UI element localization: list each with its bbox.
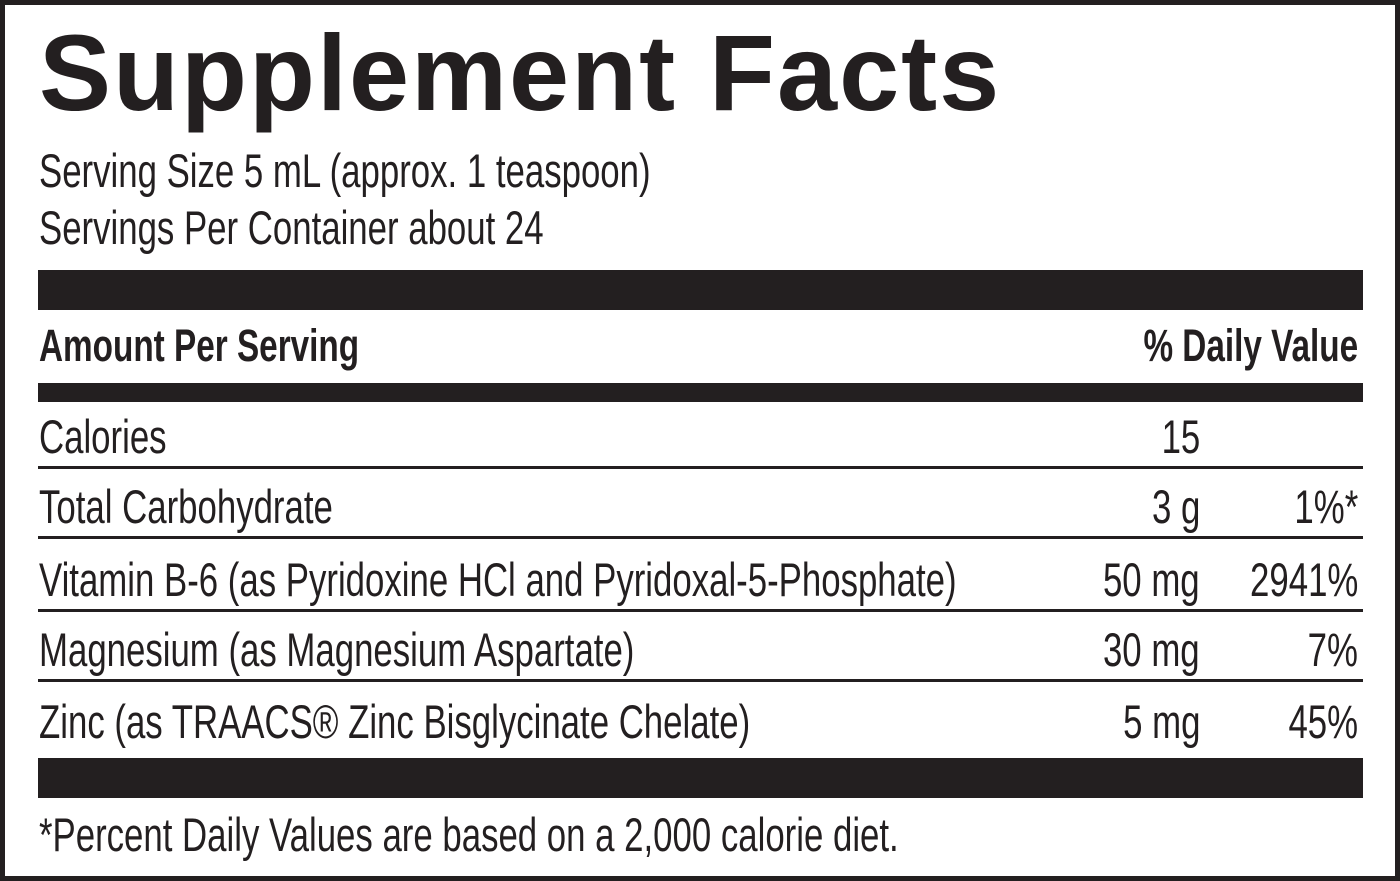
amount: 5 mg — [1122, 695, 1200, 748]
amount: 30 mg — [1103, 623, 1200, 676]
amount: 3 g — [1151, 480, 1200, 533]
daily-value: 2941% — [1249, 553, 1358, 606]
nutrient-name: Total Carbohydrate — [39, 480, 333, 533]
title: Supplement Facts — [39, 12, 1002, 133]
nutrient-name: Zinc (as TRAACS® Zinc Bisglycinate Chela… — [39, 695, 751, 748]
row-rule — [38, 679, 1363, 682]
nutrient-name: Magnesium (as Magnesium Aspartate) — [39, 623, 635, 676]
daily-value: 7% — [1307, 623, 1358, 676]
divider-bar — [38, 270, 1363, 310]
daily-value: 1%* — [1294, 480, 1358, 533]
serving-size: Serving Size 5 mL (approx. 1 teaspoon) — [39, 144, 651, 197]
column-header: Amount Per Serving — [39, 320, 360, 371]
nutrient-name: Calories — [39, 410, 167, 463]
servings-per-container: Servings Per Container about 24 — [39, 201, 544, 254]
row-rule — [38, 536, 1363, 539]
nutrient-name: Vitamin B-6 (as Pyridoxine HCl and Pyrid… — [39, 553, 957, 606]
footnote: *Percent Daily Values are based on a 2,0… — [39, 808, 899, 861]
daily-value: 45% — [1288, 695, 1358, 748]
divider-bar — [38, 383, 1363, 402]
amount: 50 mg — [1103, 553, 1200, 606]
amount: 15 — [1161, 410, 1200, 463]
row-rule — [38, 609, 1363, 612]
divider-bar — [38, 758, 1363, 798]
row-rule — [38, 466, 1363, 469]
column-header: % Daily Value — [1143, 320, 1358, 371]
